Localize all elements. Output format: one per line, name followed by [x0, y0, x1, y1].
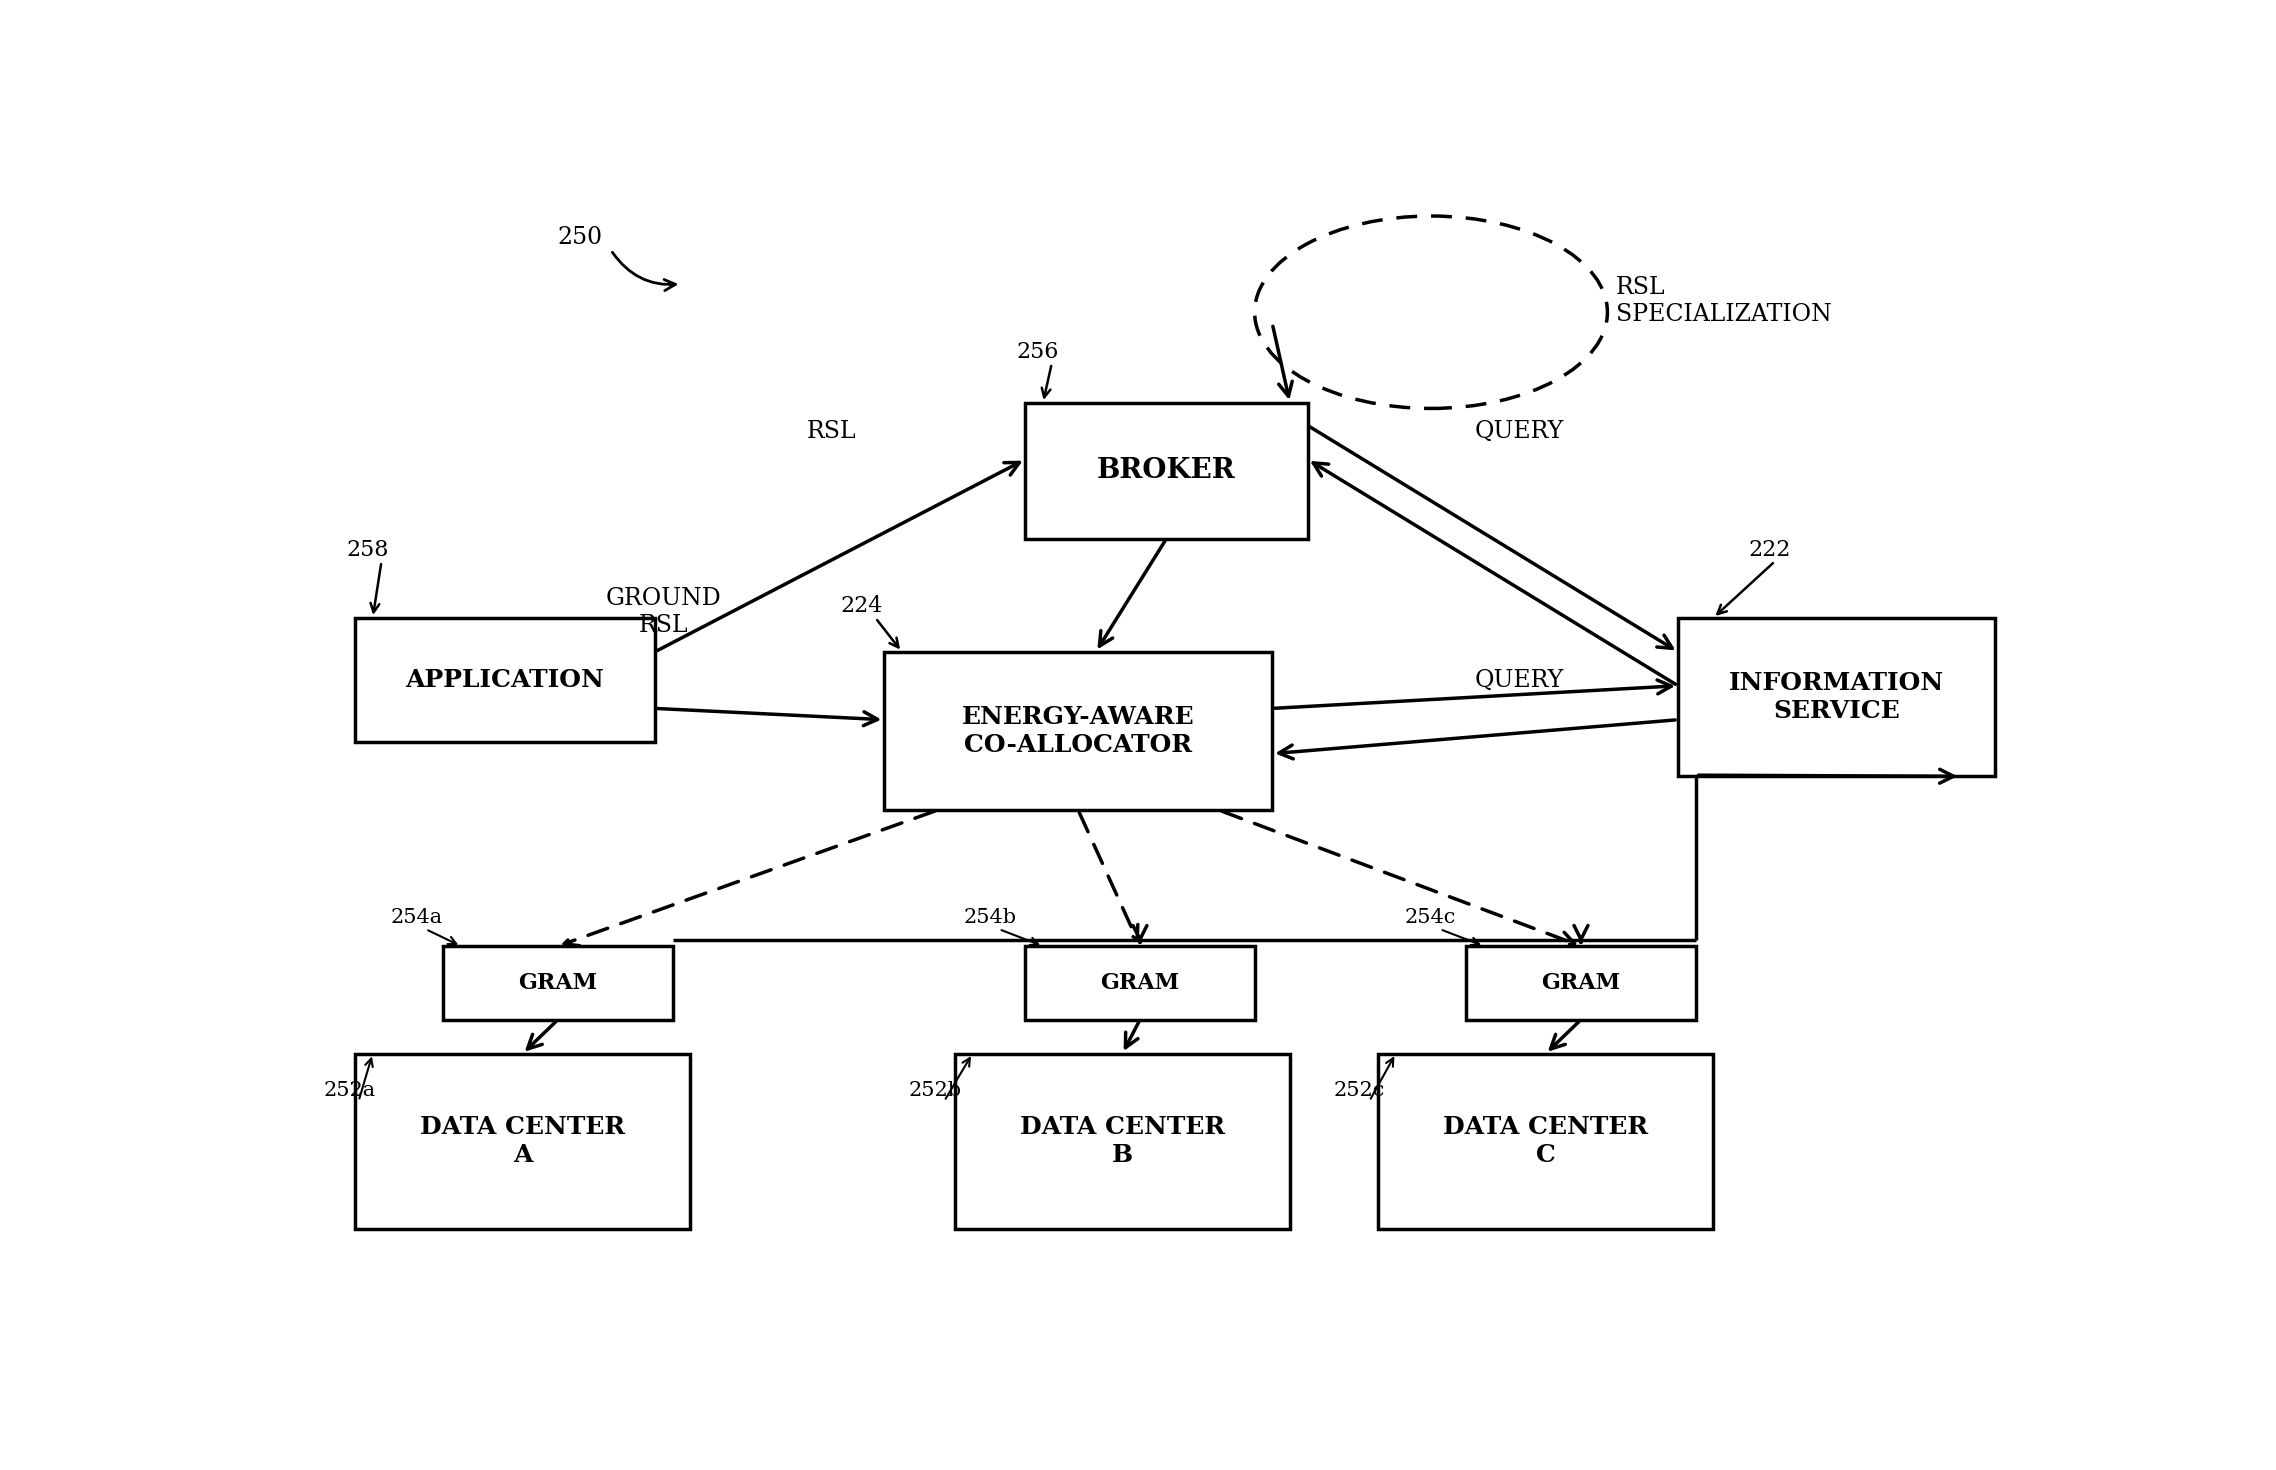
Text: DATA CENTER
A: DATA CENTER A: [421, 1116, 626, 1167]
Text: 252c: 252c: [1334, 1080, 1386, 1100]
FancyBboxPatch shape: [1466, 947, 1696, 1020]
Text: ENERGY-AWARE
CO-ALLOCATOR: ENERGY-AWARE CO-ALLOCATOR: [963, 706, 1195, 757]
Text: DATA CENTER
C: DATA CENTER C: [1443, 1116, 1648, 1167]
FancyBboxPatch shape: [956, 1054, 1290, 1229]
FancyBboxPatch shape: [1677, 617, 1996, 776]
FancyBboxPatch shape: [355, 1054, 690, 1229]
Text: RSL
SPECIALIZATION: RSL SPECIALIZATION: [1616, 276, 1832, 326]
Text: QUERY: QUERY: [1475, 669, 1564, 691]
Text: DATA CENTER
B: DATA CENTER B: [1020, 1116, 1224, 1167]
Text: 250: 250: [558, 226, 603, 250]
Text: GROUND
RSL: GROUND RSL: [605, 588, 721, 637]
Text: GRAM: GRAM: [1099, 972, 1179, 994]
Text: 224: 224: [840, 595, 883, 617]
Text: 254b: 254b: [963, 908, 1017, 928]
Text: 252a: 252a: [323, 1080, 376, 1100]
Text: QUERY: QUERY: [1475, 419, 1564, 442]
FancyBboxPatch shape: [883, 651, 1272, 810]
Text: APPLICATION: APPLICATION: [405, 667, 605, 692]
Text: 256: 256: [1017, 341, 1058, 363]
Text: 252b: 252b: [908, 1080, 963, 1100]
Text: GRAM: GRAM: [1541, 972, 1621, 994]
Text: 222: 222: [1748, 538, 1791, 560]
Text: INFORMATION
SERVICE: INFORMATION SERVICE: [1730, 672, 1944, 723]
Text: GRAM: GRAM: [519, 972, 599, 994]
Text: 254c: 254c: [1404, 908, 1457, 928]
FancyBboxPatch shape: [444, 947, 674, 1020]
Text: 258: 258: [346, 538, 389, 560]
FancyBboxPatch shape: [1024, 403, 1306, 538]
FancyBboxPatch shape: [1377, 1054, 1714, 1229]
Text: RSL: RSL: [806, 419, 856, 442]
FancyBboxPatch shape: [1024, 947, 1254, 1020]
Text: BROKER: BROKER: [1097, 457, 1236, 484]
Ellipse shape: [1254, 216, 1607, 409]
FancyBboxPatch shape: [355, 617, 655, 742]
Text: 254a: 254a: [391, 908, 442, 928]
